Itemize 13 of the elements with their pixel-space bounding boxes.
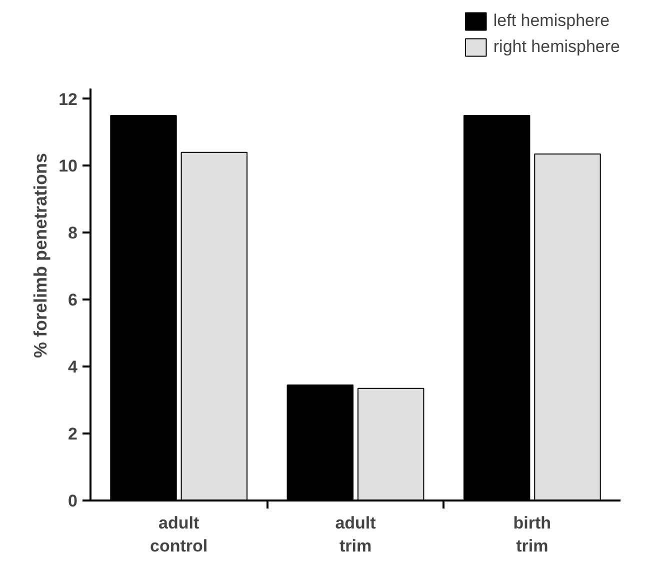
y-tick-label: 0 [68, 492, 78, 510]
y-tick-label: 8 [68, 224, 78, 243]
y-tick-label: 2 [68, 424, 78, 444]
y-tick-label: 4 [68, 358, 78, 377]
y-tick-label: 6 [68, 290, 78, 310]
y-tick-label: 12 [58, 90, 78, 109]
y-tick-label: 10 [58, 156, 78, 176]
legend-label: left hemisphere [493, 11, 610, 31]
legend-label: right hemisphere [493, 37, 620, 57]
y-axis-title: % forelimb penetrations [30, 152, 51, 358]
x-tick-label: adult trim [335, 514, 376, 556]
x-tick-label: adult control [150, 514, 208, 556]
x-tick-label: birth trim [513, 514, 552, 556]
